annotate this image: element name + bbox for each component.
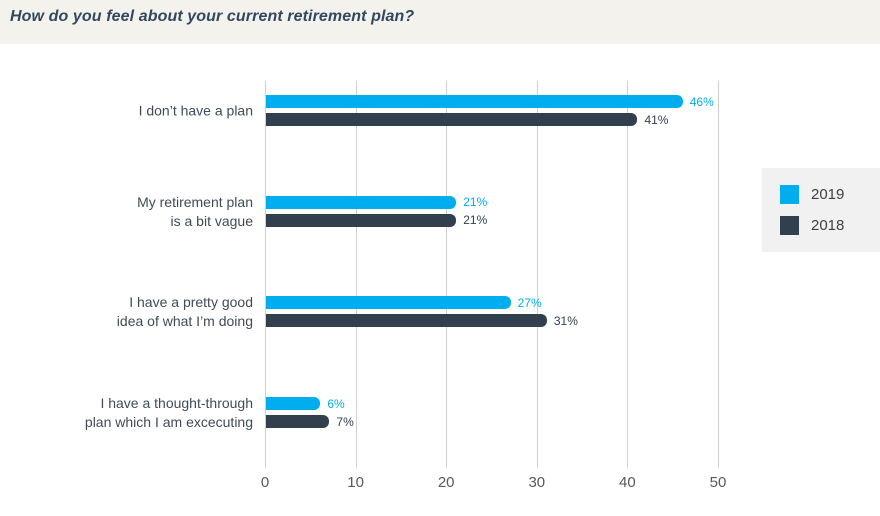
plot-area: 0 10 20 30 40 50 46% 41% 21% 21% 27% 31% 6% 7% [261,81,726,491]
category-label: I have a thought-through plan which I am… [84,395,253,430]
value-label-2018: 41% [644,112,669,127]
bar-2019 [266,296,511,309]
value-label-2019: 46% [689,94,714,109]
legend-label-2019: 2019 [811,186,845,203]
chart-title: How do you feel about your current retir… [10,8,415,25]
x-tick-label: 30 [528,474,546,491]
value-label-2018: 31% [553,313,578,328]
legend-item-2018: 2018 [780,216,880,235]
legend: 2019 2018 [762,168,880,252]
chart-header: How do you feel about your current retir… [0,0,880,44]
legend-label-2018: 2018 [811,217,845,234]
bar-2019 [266,195,457,209]
value-label-2019: 27% [517,295,542,310]
legend-item-2019: 2019 [780,185,880,204]
bar-2018 [266,314,547,327]
value-label-2019: 6% [327,396,345,411]
value-label-2018: 7% [336,414,354,429]
category-label: I don’t have a plan [138,102,253,119]
legend-swatch-2019 [780,185,799,204]
bar-2018 [266,415,330,428]
x-gridline [627,81,629,468]
bar-2018 [266,213,457,227]
category-label: My retirement plan is a bit vague [137,193,253,229]
x-gridline [536,81,538,468]
x-gridline [355,81,357,468]
value-label-2018: 21% [463,213,488,227]
x-tick-label: 40 [619,474,636,491]
x-gridline [265,81,266,468]
bar-2018 [266,113,638,126]
x-gridline [718,81,719,468]
x-tick-label: 20 [437,474,455,491]
category-label: I have a pretty good idea of what I’m do… [116,294,253,329]
x-tick-label: 10 [347,474,364,491]
bar-2019 [266,397,321,410]
legend-swatch-2018 [780,216,799,235]
x-tick-label: 50 [709,474,727,491]
x-gridline [446,81,448,468]
value-label-2019: 21% [463,195,488,209]
bar-2019 [266,95,683,108]
x-tick-label: 0 [260,474,270,491]
